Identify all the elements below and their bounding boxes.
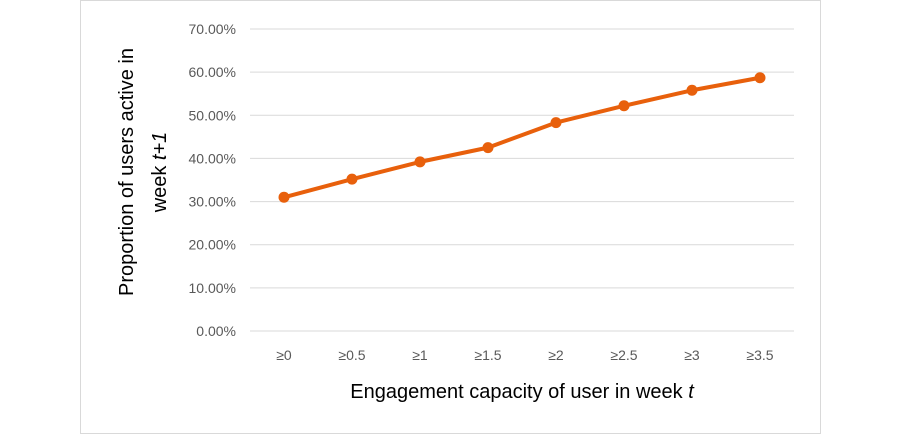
data-point bbox=[550, 117, 562, 129]
data-point bbox=[414, 156, 426, 168]
y-axis-title-line2-var: t+1 bbox=[149, 132, 171, 160]
y-tick-label: 40.00% bbox=[189, 150, 236, 166]
data-point bbox=[346, 173, 358, 185]
data-point bbox=[686, 84, 698, 96]
x-tick-label: ≥3.5 bbox=[746, 347, 773, 363]
y-axis-ticks: 0.00% 10.00% 20.00% 30.00% 40.00% 50.00% 60.00… bbox=[189, 21, 236, 339]
y-tick-label: 70.00% bbox=[189, 21, 236, 37]
data-point bbox=[278, 191, 290, 203]
x-axis-title-text: Engagement capacity of user in week bbox=[350, 381, 688, 403]
x-tick-label: ≥3 bbox=[684, 347, 700, 363]
x-tick-label: ≥0.5 bbox=[338, 347, 365, 363]
y-tick-label: 0.00% bbox=[196, 323, 236, 339]
series bbox=[278, 72, 766, 203]
y-tick-label: 20.00% bbox=[189, 237, 236, 253]
x-tick-label: ≥2 bbox=[548, 347, 564, 363]
x-tick-label: ≥2.5 bbox=[610, 347, 637, 363]
x-tick-label: ≥1.5 bbox=[474, 347, 501, 363]
y-tick-label: 30.00% bbox=[189, 194, 236, 210]
x-axis-ticks: ≥0 ≥0.5 ≥1 ≥1.5 ≥2 ≥2.5 ≥3 ≥3.5 bbox=[276, 347, 774, 363]
data-point bbox=[754, 72, 766, 84]
x-axis-title-var: t bbox=[688, 381, 695, 403]
y-axis-title-line2-text: week bbox=[149, 160, 171, 213]
y-tick-label: 10.00% bbox=[189, 280, 236, 296]
x-tick-label: ≥1 bbox=[412, 347, 428, 363]
y-axis-title-line2: week t+1 bbox=[149, 132, 171, 214]
data-point bbox=[482, 142, 494, 154]
x-axis-title: Engagement capacity of user in week t bbox=[350, 381, 695, 403]
y-tick-label: 60.00% bbox=[189, 64, 236, 80]
x-tick-label: ≥0 bbox=[276, 347, 292, 363]
y-axis-title-line1: Proportion of users active in bbox=[116, 48, 138, 296]
y-axis-title: Proportion of users active in week t+1 bbox=[116, 48, 171, 296]
gridlines bbox=[250, 28, 794, 332]
data-point bbox=[618, 100, 630, 112]
y-tick-label: 50.00% bbox=[189, 107, 236, 123]
series-line bbox=[282, 75, 762, 200]
